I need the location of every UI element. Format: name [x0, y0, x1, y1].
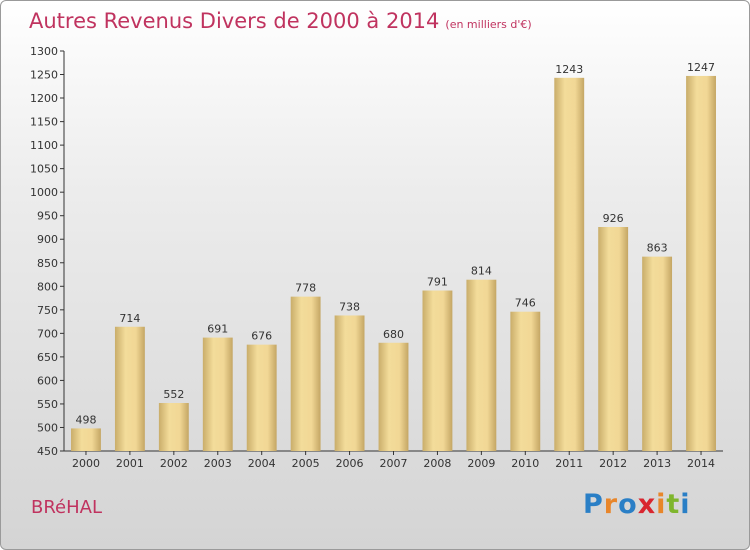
- y-axis: 450 500 550 600 650 700 750 800 850 900 950 1000 105…: [30, 45, 65, 458]
- data-label-2013: 863: [647, 242, 668, 255]
- logo-letter: P: [583, 489, 604, 520]
- bar-2010: [510, 311, 541, 451]
- y-tick-label: 800: [37, 280, 58, 293]
- data-label-2006: 738: [339, 300, 360, 313]
- y-tick-label: 950: [37, 210, 58, 223]
- y-tick-label: 1200: [30, 92, 58, 105]
- bar-2003: [202, 337, 233, 451]
- y-tick-label: 900: [37, 233, 58, 246]
- y-tick-label: 600: [37, 374, 58, 387]
- data-label-2004: 676: [251, 330, 272, 343]
- y-tick-label: 1150: [30, 116, 58, 129]
- chart-subtitle: (en milliers d'€): [445, 18, 532, 31]
- bar-2004: [246, 344, 277, 451]
- y-tick-label: 1000: [30, 186, 58, 199]
- x-tick-label: 2000: [72, 457, 100, 470]
- data-label-2012: 926: [603, 212, 624, 225]
- x-tick-label: 2013: [643, 457, 671, 470]
- logo-letter: i: [656, 489, 667, 520]
- bars: 498 714 552 691 676 778 738 680 791 814 746 1243 926…: [71, 61, 716, 452]
- x-axis: 2000 2001 2002 2003 2004 2005 2006 2007 2008 2009…: [64, 450, 723, 470]
- bar-2002: [158, 403, 189, 451]
- y-tick-label: 1250: [30, 69, 58, 82]
- data-label-2008: 791: [427, 276, 448, 289]
- chart-title: Autres Revenus Divers de 2000 à 2014 (en …: [29, 9, 532, 33]
- logo-letter: o: [618, 489, 638, 520]
- bar-2014: [686, 75, 716, 452]
- location-label: BRéHAL: [31, 497, 102, 518]
- x-tick-label: 2001: [116, 457, 144, 470]
- bar-2000: [71, 428, 101, 451]
- x-tick-label: 2003: [204, 457, 232, 470]
- data-label-2001: 714: [119, 312, 140, 325]
- data-label-2009: 814: [471, 265, 492, 278]
- y-tick-label: 550: [37, 398, 58, 411]
- x-tick-label: 2002: [160, 457, 188, 470]
- bar-2007: [378, 342, 409, 451]
- logo-letter: i: [680, 489, 691, 520]
- data-label-2010: 746: [515, 297, 536, 310]
- x-tick-label: 2010: [511, 457, 539, 470]
- data-label-2005: 778: [295, 282, 316, 295]
- bar-2001: [114, 326, 145, 451]
- logo-letter: x: [637, 489, 657, 520]
- y-tick-label: 1300: [30, 45, 58, 58]
- x-tick-label: 2009: [467, 457, 495, 470]
- y-tick-label: 500: [37, 421, 58, 434]
- data-label-2000: 498: [75, 413, 96, 426]
- x-tick-label: 2011: [555, 457, 583, 470]
- y-tick-label: 450: [37, 445, 58, 458]
- y-tick-label: 750: [37, 304, 58, 317]
- bar-2009: [466, 279, 497, 451]
- data-label-2014: 1247: [687, 61, 715, 74]
- bar-2005: [290, 296, 321, 451]
- x-tick-label: 2014: [687, 457, 715, 470]
- y-tick-label: 1100: [30, 139, 58, 152]
- x-tick-label: 2005: [292, 457, 320, 470]
- bar-2012: [598, 227, 629, 451]
- x-tick-label: 2012: [599, 457, 627, 470]
- chart-title-text: Autres Revenus Divers de 2000 à 2014: [29, 9, 440, 33]
- bar-2013: [642, 256, 673, 451]
- proxiti-logo: Proxiti: [583, 489, 691, 520]
- bar-2006: [334, 315, 365, 451]
- x-tick-label: 2008: [423, 457, 451, 470]
- x-tick-label: 2007: [380, 457, 408, 470]
- y-tick-label: 700: [37, 327, 58, 340]
- y-tick-label: 850: [37, 257, 58, 270]
- logo-letter: t: [666, 489, 681, 520]
- x-tick-label: 2006: [336, 457, 364, 470]
- bar-2011: [554, 77, 585, 451]
- data-label-2002: 552: [163, 388, 184, 401]
- y-tick-label: 1050: [30, 163, 58, 176]
- data-label-2011: 1243: [555, 63, 583, 76]
- data-label-2007: 680: [383, 328, 404, 341]
- logo-letter: r: [603, 489, 619, 520]
- y-tick-label: 650: [37, 351, 58, 364]
- bar-2008: [422, 290, 453, 451]
- x-tick-label: 2004: [248, 457, 276, 470]
- data-label-2003: 691: [207, 323, 228, 336]
